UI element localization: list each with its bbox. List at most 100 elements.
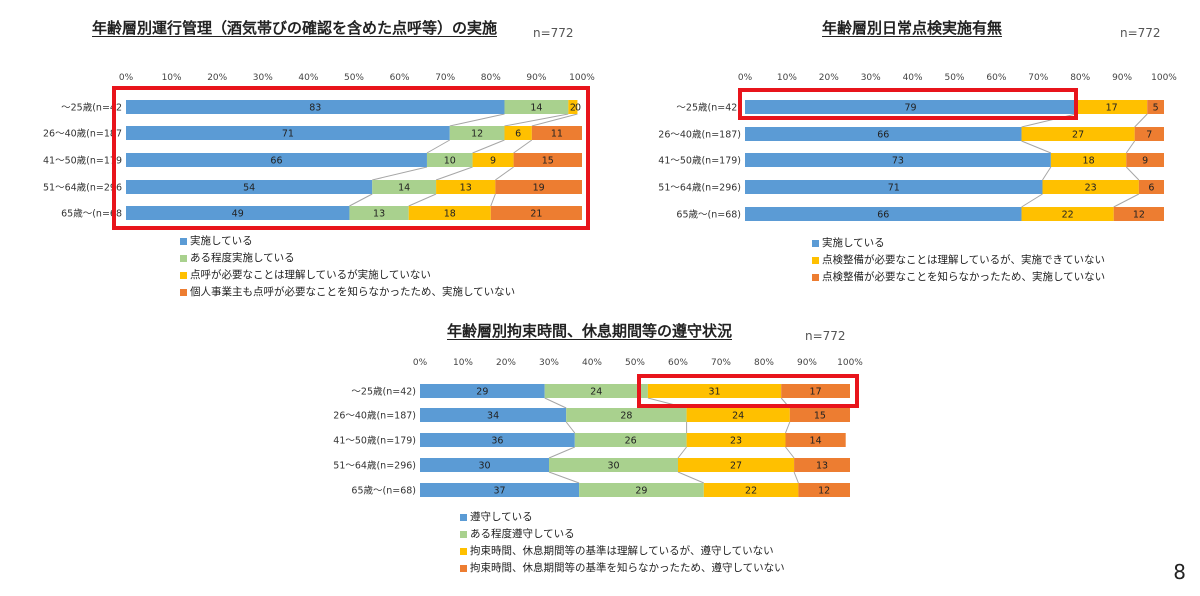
- bar-segment: [1021, 207, 1114, 221]
- x-tick-label: 90%: [797, 358, 817, 368]
- legend-item: 遵守している: [460, 509, 785, 526]
- data-label: 12: [1133, 210, 1145, 221]
- data-label: 11: [551, 129, 563, 140]
- legend-item: 点検整備が必要なことは理解しているが、実施できていない: [812, 252, 1105, 269]
- series-connector-line: [1125, 140, 1136, 154]
- legend: 実施している 点検整備が必要なことは理解しているが、実施できていない点検整備が必要…: [812, 235, 1105, 286]
- series-connector-line: [785, 446, 795, 459]
- bar-segment: [566, 408, 687, 422]
- data-label: 14: [810, 436, 822, 447]
- bar-segment: [126, 126, 450, 140]
- bar-segment: [745, 153, 1051, 167]
- data-label: 79: [904, 103, 916, 114]
- series-connector-line: [495, 166, 514, 181]
- series-connector-line: [544, 397, 567, 409]
- stacked-bar-plot: 0% 10% 20% 30% 40% 50% 60% 70% 80% 90% 100% 〜25歳(n=…: [658, 73, 1177, 221]
- bar-segment: [1138, 180, 1164, 194]
- bar-segment: [1021, 127, 1135, 141]
- category-label: 〜25歳(n=42): [351, 386, 416, 398]
- data-label: 7: [1146, 130, 1152, 141]
- bar-segment: [549, 458, 678, 472]
- category-label: 26〜40歳(n=187): [333, 410, 416, 422]
- data-label: 71: [888, 183, 900, 194]
- data-label: 28: [620, 411, 632, 422]
- x-tick-label: 100%: [837, 358, 863, 368]
- category-label: 51〜64歳(n=296: [43, 182, 122, 194]
- bar-segment: [426, 153, 473, 167]
- bar-segment: [420, 433, 575, 447]
- series-connector-line: [472, 139, 505, 154]
- legend-swatch: [180, 272, 187, 279]
- series-connector-line: [349, 193, 373, 207]
- bar-segment: [372, 180, 437, 194]
- x-tick-label: 80%: [481, 73, 501, 83]
- bar-segment: [1147, 100, 1164, 114]
- series-connector-line: [565, 421, 576, 434]
- bar-segment: [420, 483, 580, 497]
- x-tick-label: 0%: [413, 358, 428, 368]
- data-label: 17: [810, 387, 822, 398]
- legend-item: 個人事業主も点呼が必要なことを知らなかったため、実施していない: [180, 284, 515, 301]
- data-label: 27: [730, 461, 742, 472]
- series-connector-line: [435, 166, 473, 181]
- data-label: 71: [282, 129, 294, 140]
- bar-segment: [420, 384, 545, 398]
- x-tick-label: 80%: [754, 358, 774, 368]
- bar-segment: [472, 153, 514, 167]
- bar-segment: [504, 100, 569, 114]
- data-label: 12: [471, 129, 483, 140]
- highlight-frame: [112, 86, 590, 230]
- data-label: 34: [487, 411, 499, 422]
- category-label: 51〜64歳(n=296): [333, 460, 416, 472]
- series-connector-line: [408, 193, 437, 207]
- highlight-frame: [637, 374, 859, 408]
- sample-size-label: n=772: [533, 26, 574, 40]
- bar-segment: [568, 100, 578, 114]
- x-tick-label: 20%: [207, 73, 227, 83]
- series-connector-line: [426, 139, 451, 154]
- series-connector-line: [1021, 193, 1043, 208]
- bar-segment: [420, 458, 549, 472]
- x-tick-label: 50%: [344, 73, 364, 83]
- bar-segment: [449, 126, 505, 140]
- x-tick-label: 70%: [1028, 73, 1048, 83]
- x-tick-label: 50%: [625, 358, 645, 368]
- bar-segment: [579, 483, 704, 497]
- data-label: 83: [309, 103, 321, 114]
- chart-operation-management: 年齢層別運行管理（酒気帯びの確認を含めた点呼等）の実施 n=772 0% 10% 2…: [0, 0, 600, 300]
- legend-label: 点呼が必要なことは理解しているが実施していない: [190, 269, 431, 281]
- legend-swatch: [180, 238, 187, 245]
- category-label: 26〜40歳(n=187): [658, 129, 741, 141]
- series-connector-line: [1125, 166, 1140, 181]
- category-label: 65歳〜(n=68): [351, 485, 416, 497]
- data-label: 17: [1106, 103, 1118, 114]
- data-label: 15: [542, 156, 554, 167]
- chart-daily-inspection: 年齢層別日常点検実施有無 n=772 0% 10% 20% 30% 40% 50% 60% 7…: [600, 0, 1200, 300]
- bar-segment: [1126, 153, 1164, 167]
- bar-segment: [1042, 180, 1139, 194]
- data-label: 73: [892, 156, 904, 167]
- series-connector-line: [677, 471, 704, 484]
- data-label: 31: [709, 387, 721, 398]
- bar-segment: [745, 207, 1022, 221]
- bar-segment: [1076, 100, 1148, 114]
- series-connector-line: [785, 421, 791, 434]
- legend-item: 実施している: [812, 235, 1105, 252]
- category-label: 41〜50歳(n=179): [658, 155, 741, 167]
- legend-label: 点検整備が必要なことを知らなかったため、実施していない: [822, 271, 1106, 283]
- series-connector-line: [504, 113, 569, 127]
- data-label: 27: [1072, 130, 1084, 141]
- bar-segment: [647, 384, 782, 398]
- data-label: 13: [816, 461, 828, 472]
- legend-item: 拘束時間、休息期間等の基準は理解しているが、遵守していない: [460, 543, 785, 560]
- legend-label: 実施している: [190, 235, 253, 247]
- data-label: 13: [373, 209, 385, 220]
- legend-item: 実施している: [180, 233, 515, 250]
- series-connector-line: [677, 446, 687, 459]
- bar-segment: [495, 180, 582, 194]
- data-label: 2: [570, 103, 576, 114]
- bar-segment: [126, 180, 373, 194]
- data-label: 9: [490, 156, 496, 167]
- legend-swatch: [460, 514, 467, 521]
- bar-segment: [504, 126, 532, 140]
